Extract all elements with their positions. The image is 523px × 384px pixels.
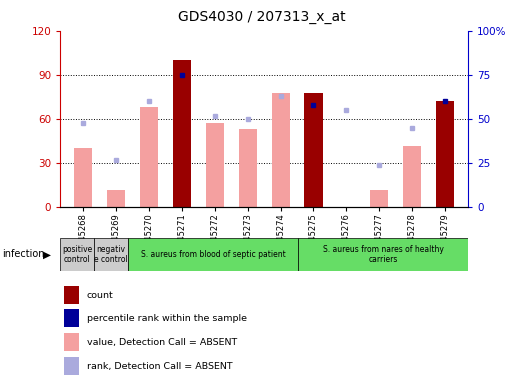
- Bar: [128, 238, 298, 271]
- Text: negativ
e control: negativ e control: [94, 245, 128, 264]
- Text: percentile rank within the sample: percentile rank within the sample: [87, 314, 247, 323]
- Text: S. aureus from nares of healthy
carriers: S. aureus from nares of healthy carriers: [323, 245, 444, 264]
- Bar: [370, 190, 388, 207]
- Bar: [238, 129, 257, 207]
- Bar: [64, 309, 78, 327]
- Bar: [74, 149, 92, 207]
- Text: positive
control: positive control: [62, 245, 92, 264]
- Text: count: count: [87, 291, 113, 300]
- Bar: [64, 357, 78, 375]
- Bar: [206, 123, 224, 207]
- Bar: [64, 286, 78, 304]
- Bar: [60, 238, 94, 271]
- Bar: [94, 238, 128, 271]
- Text: value, Detection Call = ABSENT: value, Detection Call = ABSENT: [87, 338, 237, 347]
- Bar: [64, 333, 78, 351]
- Bar: [298, 238, 468, 271]
- Text: GDS4030 / 207313_x_at: GDS4030 / 207313_x_at: [178, 10, 345, 23]
- Text: infection: infection: [3, 249, 45, 260]
- Bar: [403, 146, 421, 207]
- Bar: [173, 60, 191, 207]
- Text: ▶: ▶: [43, 249, 51, 260]
- Bar: [271, 93, 290, 207]
- Bar: [140, 107, 158, 207]
- Text: S. aureus from blood of septic patient: S. aureus from blood of septic patient: [141, 250, 286, 259]
- Text: rank, Detection Call = ABSENT: rank, Detection Call = ABSENT: [87, 362, 232, 371]
- Bar: [436, 101, 454, 207]
- Bar: [304, 93, 323, 207]
- Bar: [107, 190, 125, 207]
